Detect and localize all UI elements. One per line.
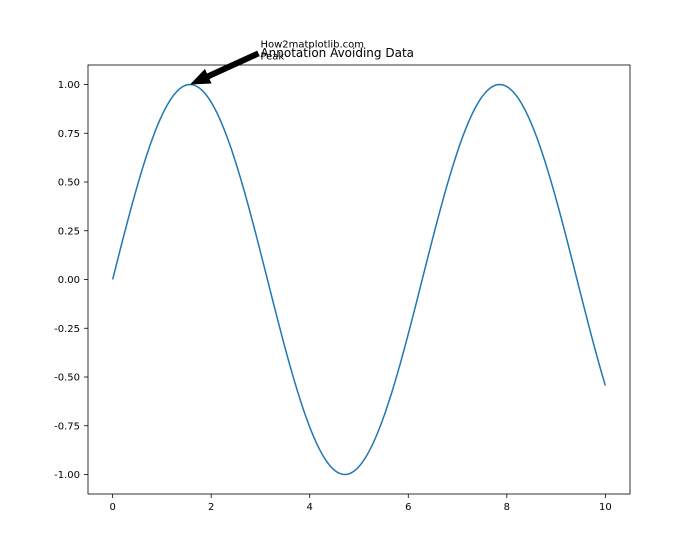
x-tick-label: 4: [307, 502, 313, 513]
y-tick-label: -0.75: [54, 421, 80, 432]
x-tick-label: 0: [109, 502, 115, 513]
y-axis-ticks: -1.00 -0.75 -0.50 -0.25 0.00 0.25 0.50 0.75 1.00: [54, 80, 88, 481]
y-tick-label: 1.00: [58, 80, 80, 91]
y-tick-label: -1.00: [54, 470, 80, 481]
line-chart: 0 2 4 6 8 10 -1.00 -0.75 -0.50 -0.25 0.00 0.25 0.50…: [0, 0, 700, 560]
x-axis-ticks: 0 2 4 6 8 10: [109, 494, 611, 513]
y-tick-label: -0.50: [54, 373, 80, 384]
x-tick-label: 2: [208, 502, 214, 513]
plot-area: [88, 65, 630, 494]
y-tick-label: 0.75: [58, 129, 80, 140]
x-tick-label: 8: [504, 502, 510, 513]
y-tick-label: 0.25: [58, 226, 80, 237]
y-tick-label: 0.00: [58, 275, 80, 286]
y-tick-label: -0.25: [54, 324, 80, 335]
chart-title: Annotation Avoiding Data: [260, 46, 414, 60]
y-tick-label: 0.50: [58, 178, 80, 189]
x-tick-label: 6: [405, 502, 411, 513]
x-tick-label: 10: [599, 502, 612, 513]
